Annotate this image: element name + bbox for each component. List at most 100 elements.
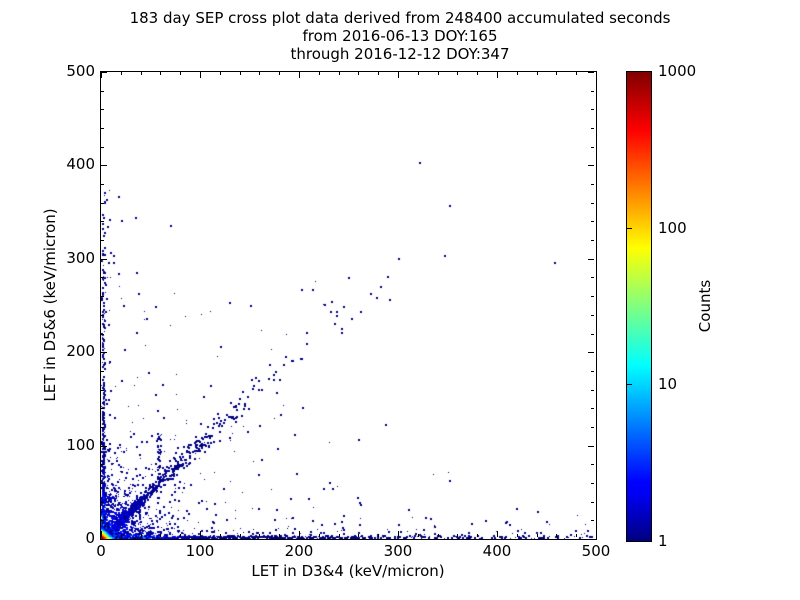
colorbar-tick-label: 1 <box>658 532 668 550</box>
chart-title: 183 day SEP cross plot data derived from… <box>0 9 800 63</box>
y-minor-tick <box>101 147 104 148</box>
colorbar-gradient <box>626 71 652 542</box>
y-major-tick <box>101 259 107 260</box>
y-minor-tick <box>591 109 594 110</box>
y-minor-tick <box>101 221 104 222</box>
x-minor-tick <box>477 534 478 537</box>
y-minor-tick <box>591 91 594 92</box>
y-minor-tick <box>591 128 594 129</box>
y-minor-tick <box>101 371 104 372</box>
x-minor-tick <box>378 72 379 75</box>
y-minor-tick <box>591 427 594 428</box>
y-minor-tick <box>591 296 594 297</box>
x-minor-tick <box>180 72 181 75</box>
y-major-tick <box>588 446 594 447</box>
x-minor-tick <box>319 72 320 75</box>
x-major-tick <box>497 531 498 537</box>
x-tick-label: 300 <box>383 542 413 560</box>
x-tick-label: 500 <box>581 542 611 560</box>
x-minor-tick <box>259 534 260 537</box>
x-minor-tick <box>418 534 419 537</box>
x-minor-tick <box>141 534 142 537</box>
x-minor-tick <box>556 534 557 537</box>
y-tick-label: 100 <box>66 436 95 454</box>
x-minor-tick <box>240 72 241 75</box>
y-minor-tick <box>591 277 594 278</box>
x-minor-tick <box>576 534 577 537</box>
x-minor-tick <box>220 534 221 537</box>
x-minor-tick <box>339 72 340 75</box>
x-minor-tick <box>576 72 577 75</box>
y-minor-tick <box>101 296 104 297</box>
x-minor-tick <box>220 72 221 75</box>
y-minor-tick <box>591 184 594 185</box>
y-minor-tick <box>101 502 104 503</box>
y-minor-tick <box>591 334 594 335</box>
y-minor-tick <box>101 240 104 241</box>
x-minor-tick <box>358 72 359 75</box>
y-minor-tick <box>101 184 104 185</box>
x-minor-tick <box>537 534 538 537</box>
x-tick-label: 400 <box>482 542 512 560</box>
y-major-tick <box>588 539 594 540</box>
colorbar-tick <box>627 384 632 385</box>
x-minor-tick <box>556 72 557 75</box>
y-minor-tick <box>591 502 594 503</box>
colorbar-tick <box>627 228 632 229</box>
x-tick-label: 200 <box>284 542 314 560</box>
y-minor-tick <box>591 315 594 316</box>
y-minor-tick <box>101 315 104 316</box>
y-minor-tick <box>101 408 104 409</box>
y-minor-tick <box>101 128 104 129</box>
x-minor-tick <box>358 534 359 537</box>
colorbar-axis-label: Counts <box>696 279 714 333</box>
x-minor-tick <box>141 72 142 75</box>
x-minor-tick <box>319 534 320 537</box>
y-minor-tick <box>101 520 104 521</box>
x-minor-tick <box>537 72 538 75</box>
y-tick-label: 500 <box>66 62 95 80</box>
y-minor-tick <box>101 91 104 92</box>
x-minor-tick <box>517 534 518 537</box>
x-minor-tick <box>180 534 181 537</box>
x-major-tick <box>497 72 498 78</box>
x-minor-tick <box>457 72 458 75</box>
colorbar-tick-label: 100 <box>658 219 687 237</box>
x-minor-tick <box>378 534 379 537</box>
colorbar-tick-label: 10 <box>658 375 678 393</box>
x-minor-tick <box>279 534 280 537</box>
x-minor-tick <box>259 72 260 75</box>
title-line-3: through 2016-12-12 DOY:347 <box>290 45 510 63</box>
y-major-tick <box>101 352 107 353</box>
y-minor-tick <box>101 464 104 465</box>
y-minor-tick <box>591 240 594 241</box>
y-minor-tick <box>591 464 594 465</box>
y-minor-tick <box>591 408 594 409</box>
y-tick-label: 200 <box>66 342 95 360</box>
x-minor-tick <box>339 534 340 537</box>
y-major-tick <box>588 165 594 166</box>
title-line-2: from 2016-06-13 DOY:165 <box>302 27 498 45</box>
x-minor-tick <box>121 534 122 537</box>
y-major-tick <box>101 539 107 540</box>
colorbar-tick-label: 1000 <box>658 62 697 80</box>
y-tick-label: 300 <box>66 249 95 267</box>
y-minor-tick <box>101 390 104 391</box>
x-minor-tick <box>279 72 280 75</box>
y-major-tick <box>101 165 107 166</box>
x-minor-tick <box>457 534 458 537</box>
plot-area <box>100 71 597 540</box>
x-minor-tick <box>240 534 241 537</box>
y-minor-tick <box>591 390 594 391</box>
x-minor-tick <box>160 72 161 75</box>
x-major-tick <box>398 72 399 78</box>
y-minor-tick <box>591 520 594 521</box>
y-major-tick <box>101 72 107 73</box>
x-major-tick <box>596 72 597 78</box>
y-axis-label: LET in D5&6 (keV/micron) <box>41 208 59 402</box>
x-tick-label: 0 <box>96 542 106 560</box>
y-major-tick <box>588 352 594 353</box>
x-minor-tick <box>160 534 161 537</box>
x-minor-tick <box>438 534 439 537</box>
y-minor-tick <box>591 203 594 204</box>
